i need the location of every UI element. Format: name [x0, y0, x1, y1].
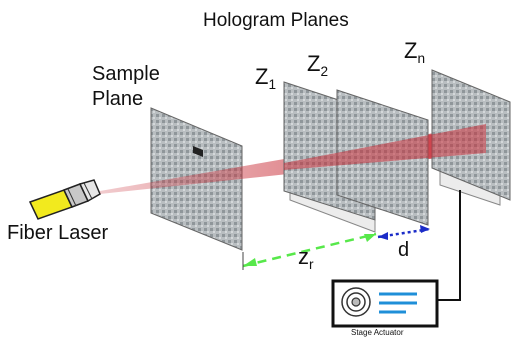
plane-z2-sub: 2: [320, 63, 329, 79]
zr-base: z: [298, 244, 309, 269]
plane-z2-base: Z: [307, 51, 321, 76]
plane-z2-label: Z2: [307, 51, 329, 79]
zr-sub: r: [309, 256, 314, 272]
plane-zn-label: Zn: [404, 38, 426, 66]
plane-z1-sub: 1: [268, 76, 277, 92]
plane-zn-base: Z: [404, 38, 418, 63]
diagram-title: Hologram Planes: [203, 10, 349, 31]
zr-label: zr: [298, 244, 314, 272]
fiber-laser-icon: [28, 179, 101, 220]
sample-plane-label-line2: Plane: [92, 88, 144, 110]
stage-actuator: [331, 279, 439, 328]
fiber-laser-label: Fiber Laser: [7, 222, 109, 244]
sample-plane-label-line1: Sample: [92, 63, 160, 85]
laser-beam-front: [284, 124, 486, 170]
zr-arrow: [242, 232, 377, 270]
d-label: d: [398, 239, 410, 261]
actuator-cable: [438, 190, 461, 301]
d-arrow: [377, 225, 431, 240]
plane-zn-sub: n: [417, 50, 426, 66]
plane-z1-base: Z: [255, 64, 269, 89]
plane-z1-label: Z1: [255, 64, 277, 92]
stage-actuator-label: Stage Actuator: [351, 328, 404, 337]
